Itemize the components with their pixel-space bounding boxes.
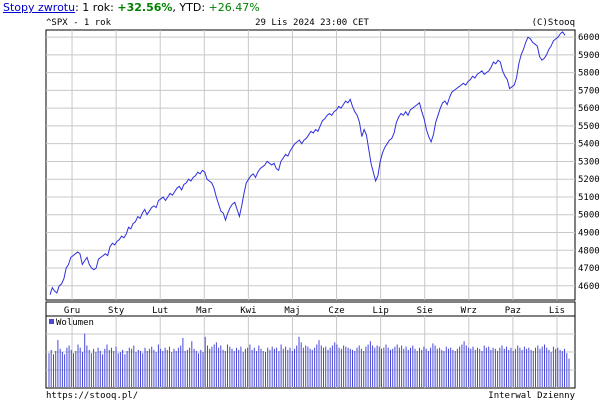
y-tick-label: 4700 [578,264,600,274]
x-tick-label: Kwi [240,306,256,316]
x-tick-label: Gru [64,306,80,316]
x-axis-band [45,301,576,317]
chart-date: 29 Lis 2024 23:00 CET [255,18,369,28]
y-tick-label: 5800 [578,69,600,79]
x-tick-label: Paz [505,306,521,316]
footer-url[interactable]: https://stooq.pl/ [46,391,138,401]
ytd-label: , YTD: [172,1,209,14]
y-tick-label: 4800 [578,246,600,256]
period-return: +32.56% [117,1,173,14]
x-tick-label: Sty [108,306,125,316]
y-tick-label: 5100 [578,193,600,203]
y-tick-label: 5500 [578,122,600,132]
x-tick-label: Lut [152,306,168,316]
y-tick-label: 4900 [578,229,600,239]
price-series-line [49,31,566,295]
y-tick-label: 5900 [578,51,600,61]
y-tick-label: 5400 [578,140,600,150]
x-tick-label: Lip [372,306,388,316]
returns-link[interactable]: Stopy zwrotu [3,1,76,14]
price-plot-area [45,29,576,301]
x-tick-label: Lis [549,306,565,316]
x-tick-label: Sie [417,306,433,316]
volume-bars [48,333,570,387]
footer-interval: Interwal Dzienny [488,391,575,401]
y-tick-label: 5700 [578,86,600,96]
chart-symbol: ^SPX - 1 rok [46,18,112,28]
volume-legend-swatch [49,319,54,324]
y-tick-label: 6000 [578,33,600,43]
chart-copyright: (C)Stooq [532,18,575,28]
x-tick-label: Maj [284,306,300,316]
ytd-return: +26.47% [208,1,260,14]
x-tick-label: Mar [196,306,213,316]
volume-legend-label: Wolumen [56,318,94,328]
y-tick-label: 4600 [578,282,600,292]
x-tick-label: Wrz [461,306,477,316]
returns-summary: Stopy zwrotu: 1 rok: +32.56%, YTD: +26.4… [3,1,260,14]
x-axis: Gru Sty Lut Mar Kwi Maj Cze Lip Sie Wrz Paz Lis [64,306,565,316]
x-tick-label: Cze [328,306,344,316]
period-label: : 1 rok: [75,1,118,14]
y-axis: 4600 4700 4800 4900 5000 5100 5200 5300 5400 5500… [578,33,600,292]
y-tick-label: 5000 [578,211,600,221]
y-tick-label: 5200 [578,175,600,185]
y-tick-label: 5600 [578,104,600,114]
y-tick-label: 5300 [578,157,600,167]
price-grid [46,30,575,300]
